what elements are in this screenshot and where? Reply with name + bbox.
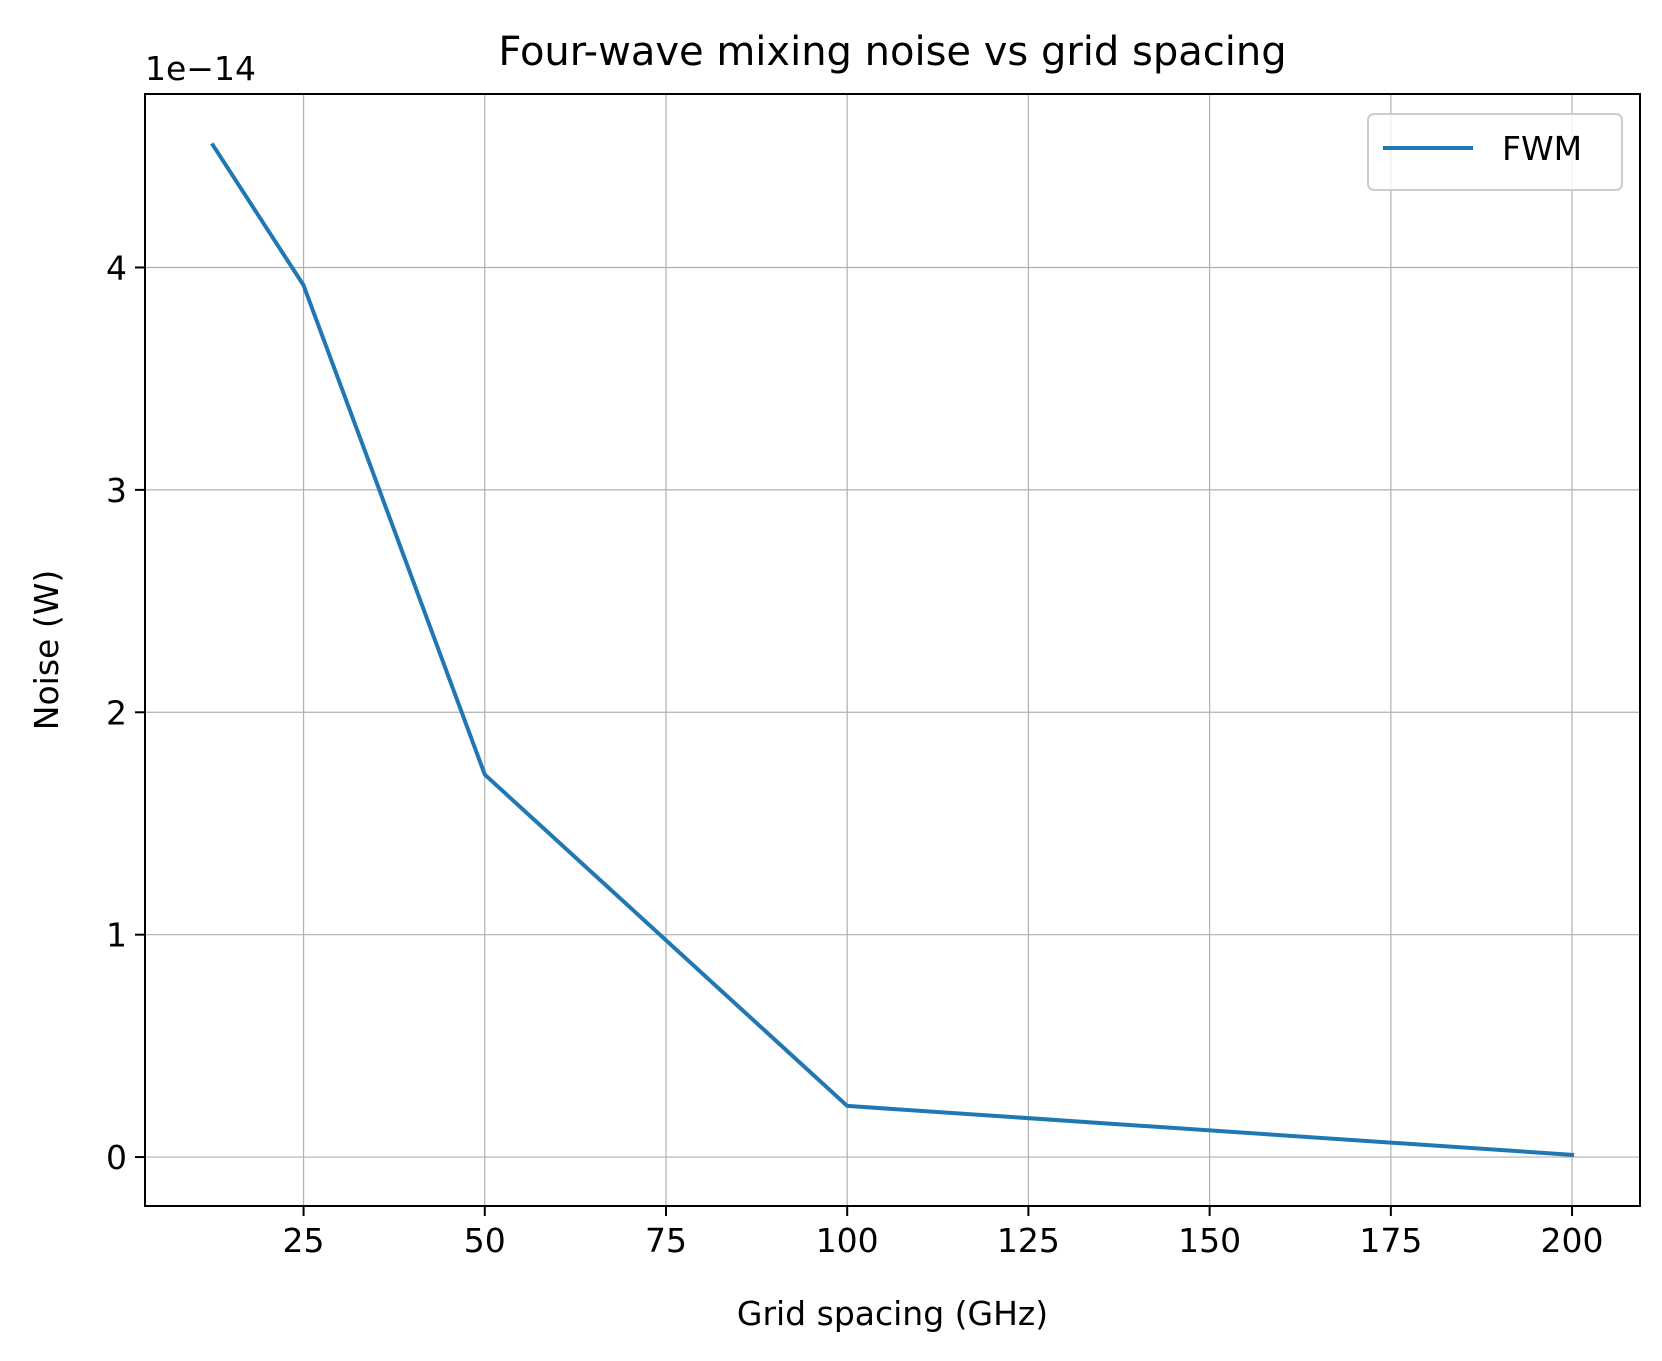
x-axis-title: Grid spacing (GHz) — [737, 1294, 1048, 1333]
y-tick-label: 3 — [106, 471, 127, 510]
y-axis-title: Noise (W) — [27, 570, 66, 730]
x-tick-label: 125 — [997, 1221, 1060, 1260]
ticks: 25 50 75 100 125 150 175 200 0 1 2 3 4 — [106, 248, 1604, 1260]
legend: FWM — [1367, 113, 1623, 191]
series-layer — [210, 142, 1575, 1157]
y-tick-label: 0 — [106, 1138, 127, 1177]
x-tick-label: 50 — [464, 1221, 506, 1260]
x-tick-label: 150 — [1178, 1221, 1241, 1260]
grid — [145, 94, 1640, 1206]
plot-frame — [144, 93, 1641, 1207]
x-tick-label: 75 — [645, 1221, 687, 1260]
y-tick-label: 1 — [106, 916, 127, 955]
x-tick-label: 200 — [1541, 1221, 1604, 1260]
x-tick-label: 25 — [283, 1221, 325, 1260]
series-line-fwm — [210, 142, 1575, 1157]
legend-box — [1367, 113, 1623, 191]
x-tick-label: 100 — [816, 1221, 879, 1260]
legend-label-fwm: FWM — [1502, 129, 1582, 168]
chart-title: Four-wave mixing noise vs grid spacing — [498, 29, 1286, 75]
y-axis-offset-label: 1e−14 — [145, 49, 256, 88]
y-tick-label: 4 — [106, 248, 127, 287]
x-tick-label: 175 — [1359, 1221, 1422, 1260]
y-tick-label: 2 — [106, 693, 127, 732]
